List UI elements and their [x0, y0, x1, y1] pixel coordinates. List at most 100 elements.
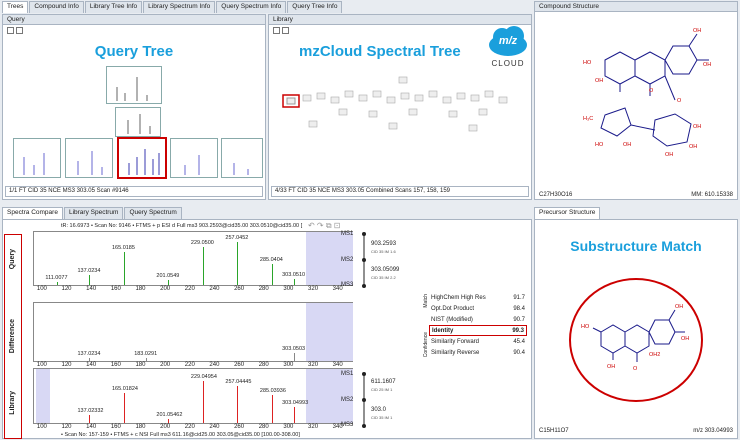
peak-label: 111.0077 [45, 275, 68, 282]
x-tick-label: 120 [61, 362, 72, 368]
x-tick-label: 220 [184, 286, 195, 292]
library-ms-tree[interactable]: MS1 MS2 MS3 611.1607 CID 25 IM 1 303.0 C… [341, 370, 405, 430]
library-status-text: 4/33 FT CID 35 NCE MS3 303.05 Combined S… [275, 188, 450, 194]
query-tree-node-ms1[interactable] [106, 66, 162, 104]
query-tree-node-ms3-4[interactable] [170, 138, 218, 178]
query-tree-node-selected[interactable] [117, 137, 167, 179]
x-tick-label: 300 [283, 286, 294, 292]
x-tick-label: 280 [258, 286, 269, 292]
copy-tree-icon[interactable] [16, 27, 23, 34]
precursor-1-mz: 611.1607 [371, 379, 396, 385]
svg-text:H₃C: H₃C [583, 116, 593, 122]
x-tick-label: 180 [135, 286, 146, 292]
spectrum-peak [89, 275, 91, 285]
compound-structure-panel: Compound Structure HO OH O O OH OH H₃C HO OH O… [534, 1, 738, 200]
score-value: 90.7 [513, 316, 525, 323]
precursor-2-mz: 303.05099 [371, 267, 400, 273]
x-tick-label: 240 [209, 424, 220, 430]
spectrum-peak [57, 282, 59, 285]
plot-toolbar-icons[interactable]: ↶ ↷ ⧉ ⊡ [308, 221, 341, 230]
query-spectrum-plot[interactable]: 111.0077 137.0234 165.0185 201.0549 229.0500… [33, 231, 353, 286]
spectrum-peak [168, 418, 170, 423]
svg-text:OH: OH [703, 62, 711, 68]
svg-text:HO: HO [581, 324, 590, 330]
tab-library-tree-info[interactable]: Library Tree Info [84, 1, 143, 13]
library-spectrum-plot[interactable]: 137.02332 165.01824 201.05462 229.04954 257.… [33, 368, 353, 424]
peak-label: 303.04993 [282, 399, 309, 406]
tab-library-spectrum-info[interactable]: Library Spectrum Info [143, 1, 216, 13]
library-tree-nodes[interactable] [279, 73, 529, 143]
precursor-2-mz: 303.0 [371, 407, 387, 413]
library-tree-title: mzCloud Spectral Tree [299, 43, 461, 60]
logo-text: m/z [498, 35, 518, 47]
tab-query-spectrum-info[interactable]: Query Spectrum Info [216, 1, 287, 13]
peak-label: 285.03936 [259, 387, 286, 394]
tab-library-spectrum[interactable]: Library Spectrum [63, 207, 124, 219]
peak-label: 201.0549 [156, 272, 180, 279]
tab-query-spectrum[interactable]: Query Spectrum [124, 207, 182, 219]
tab-compound-info[interactable]: Compound Info [29, 1, 84, 13]
x-tick-label: 320 [308, 424, 319, 430]
query-tree-node-ms3-1[interactable] [13, 138, 61, 178]
tab-spectra-compare[interactable]: Spectra Compare [2, 207, 63, 219]
precursor-tab-bar: Precursor Structure [534, 207, 601, 219]
peak-label: 229.0500 [190, 239, 214, 246]
copy-tree-icon[interactable] [282, 27, 289, 34]
score-row: Similarity Forward 45.4 [429, 336, 527, 347]
score-name: Identity [432, 327, 454, 334]
svg-text:OH: OH [693, 28, 701, 34]
spectrum-peak [237, 241, 239, 285]
query-tree-node-ms3-2[interactable] [65, 138, 113, 178]
peak-label: 137.02332 [77, 408, 104, 415]
spectrum-peak [89, 415, 91, 423]
peak-label: 165.01824 [111, 386, 138, 393]
peak-label: 183.0291 [134, 351, 158, 358]
ms2-label: MS2 [341, 397, 354, 403]
x-tick-label: 160 [110, 424, 121, 430]
library-plot-shade-left [36, 369, 50, 423]
query-status-bar[interactable]: 1/1 FT CID 35 NCE MS3 303.05 Scan #9146 [5, 186, 263, 197]
tab-trees[interactable]: Trees [2, 1, 29, 13]
library-plot-shade-right [306, 369, 353, 423]
spectrum-peak [271, 394, 273, 423]
peak-label: 285.0404 [259, 256, 283, 263]
x-tick-label: 180 [135, 362, 146, 368]
library-panel-header: Library [269, 15, 531, 25]
x-tick-label: 140 [86, 362, 97, 368]
spectrum-peak [89, 358, 91, 361]
svg-text:OH: OH [693, 124, 701, 130]
score-value: 45.4 [513, 338, 525, 345]
score-row: NIST (Modified) 90.7 [429, 314, 527, 325]
ms3-label: MS3 [341, 422, 354, 428]
spectrum-peak [123, 252, 125, 285]
library-status-bar[interactable]: 4/33 FT CID 35 NCE MS3 303.05 Combined S… [271, 186, 529, 197]
x-tick-label: 340 [332, 362, 343, 368]
score-name: NIST (Modified) [431, 316, 473, 323]
compound-structure-header: Compound Structure [535, 2, 737, 12]
tab-precursor-structure[interactable]: Precursor Structure [534, 207, 601, 219]
x-tick-label: 200 [160, 362, 171, 368]
copy-icon[interactable] [273, 27, 280, 34]
copy-icon[interactable] [7, 27, 14, 34]
score-name: Similarity Reverse [431, 349, 480, 356]
query-ms-tree[interactable]: MS1 MS2 MS3 903.2593 CID 35 IM 1.6 303.0… [341, 230, 405, 290]
query-tree-title: Query Tree [94, 43, 174, 60]
query-x-axis: 100 120 140 160 180 200 220 240 260 280 300 320 340 [33, 286, 353, 295]
spectra-tab-bar: Spectra Compare Library Spectrum Query S… [2, 207, 183, 219]
precursor-mass: m/z 303.04993 [693, 428, 733, 434]
x-tick-label: 100 [36, 424, 47, 430]
svg-text:HO: HO [583, 60, 592, 66]
precursor-structure-drawing: HO OH O OH OH OH2 [581, 304, 689, 372]
library-plot-label: Library [9, 391, 16, 415]
score-row: Opt.Dot Product 98.4 [429, 303, 527, 314]
difference-spectrum-plot[interactable]: 137.0234 183.0291 303.0503 [33, 302, 353, 362]
library-toolbar [269, 25, 531, 35]
svg-text:OH: OH [623, 142, 631, 148]
query-tree-node-ms2[interactable] [115, 107, 161, 137]
query-tree-node-ms3-5[interactable] [221, 138, 263, 178]
score-value: 91.7 [513, 294, 525, 301]
peak-label: 201.05462 [156, 411, 183, 418]
x-tick-label: 300 [283, 362, 294, 368]
svg-text:OH: OH [595, 78, 603, 84]
tab-query-tree-info[interactable]: Query Tree Info [287, 1, 343, 13]
